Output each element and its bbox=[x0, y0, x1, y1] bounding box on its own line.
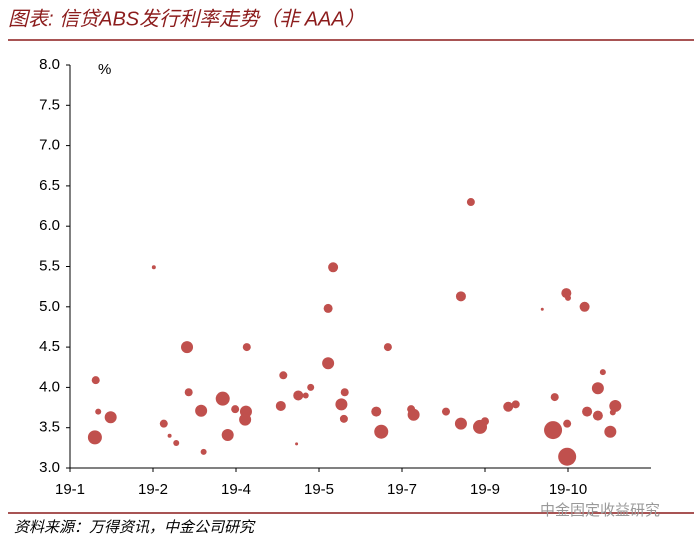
bubble bbox=[95, 408, 102, 415]
bubble bbox=[609, 409, 616, 416]
bubble bbox=[454, 417, 467, 430]
bubble bbox=[275, 400, 286, 411]
bubble bbox=[184, 388, 193, 397]
bubble bbox=[195, 404, 208, 417]
bubble bbox=[383, 343, 392, 352]
bubble bbox=[173, 440, 180, 447]
bubble bbox=[407, 408, 420, 421]
bubble bbox=[540, 307, 544, 311]
bubble bbox=[582, 406, 593, 417]
y-tick-label: 3.5 bbox=[39, 419, 60, 436]
bubble bbox=[599, 369, 606, 376]
x-tick-label: 19-2 bbox=[138, 481, 168, 498]
bubble bbox=[151, 265, 156, 270]
bubble bbox=[481, 417, 489, 426]
source-note: 资料来源：万得资讯，中金公司研究 bbox=[14, 519, 256, 536]
x-tick-label: 19-1 bbox=[55, 481, 85, 498]
bubble bbox=[604, 425, 617, 438]
y-tick-label: 5.0 bbox=[39, 298, 60, 315]
bubble bbox=[322, 357, 335, 370]
watermark: 中金固定收益研究 bbox=[540, 502, 660, 519]
bubble bbox=[87, 430, 102, 445]
bubble bbox=[374, 424, 389, 439]
bubble bbox=[335, 398, 348, 411]
bubble bbox=[200, 448, 207, 455]
y-tick-label: 7.0 bbox=[39, 137, 60, 154]
x-tick-label: 19-10 bbox=[549, 481, 587, 498]
x-tick-label: 19-4 bbox=[221, 481, 251, 498]
y-tick-label: 7.5 bbox=[39, 96, 60, 113]
bubble bbox=[231, 405, 240, 414]
bubble bbox=[511, 400, 520, 409]
x-tick-label: 19-5 bbox=[304, 481, 334, 498]
bubble bbox=[558, 447, 577, 466]
bubble bbox=[104, 411, 117, 424]
bubble bbox=[181, 341, 194, 354]
y-tick-label: 6.0 bbox=[39, 217, 60, 234]
bubble bbox=[579, 301, 590, 312]
bubble bbox=[323, 303, 333, 313]
bubble bbox=[91, 376, 100, 385]
y-tick-label: 4.0 bbox=[39, 378, 60, 395]
y-tick-label: 4.5 bbox=[39, 338, 60, 355]
x-tick-label: 19-9 bbox=[470, 481, 500, 498]
bubble bbox=[328, 262, 339, 273]
bubble bbox=[339, 414, 348, 423]
bubble bbox=[466, 198, 475, 207]
bubble bbox=[242, 343, 251, 352]
y-tick-label: 5.5 bbox=[39, 257, 60, 274]
bubble bbox=[544, 421, 563, 440]
bubble bbox=[371, 406, 382, 417]
chart-title: 图表: 信贷ABS发行利率走势（非 AAA） bbox=[8, 7, 365, 30]
x-tick-label: 19-7 bbox=[387, 481, 417, 498]
bubble bbox=[239, 413, 252, 426]
bubble bbox=[550, 393, 559, 402]
bubble bbox=[563, 419, 572, 428]
bubble bbox=[159, 419, 168, 428]
bubble bbox=[279, 371, 288, 380]
bubble bbox=[340, 388, 349, 397]
bubble bbox=[295, 442, 299, 446]
bubble bbox=[293, 390, 304, 401]
bubble bbox=[167, 433, 172, 438]
bubble bbox=[215, 391, 230, 406]
bubble bbox=[503, 401, 514, 412]
bubble bbox=[592, 410, 603, 421]
bubble bbox=[591, 382, 604, 395]
bubble bbox=[609, 399, 622, 412]
y-tick-label: 8.0 bbox=[39, 56, 60, 73]
bubble bbox=[221, 428, 234, 441]
y-tick-label: 6.5 bbox=[39, 177, 60, 194]
bubble bbox=[565, 294, 571, 301]
bubble bbox=[455, 291, 466, 302]
bubble bbox=[307, 383, 315, 391]
bubble bbox=[302, 392, 309, 399]
bubble bbox=[441, 407, 450, 416]
y-tick-label: 3.0 bbox=[39, 459, 60, 476]
unit-label: % bbox=[98, 61, 111, 78]
